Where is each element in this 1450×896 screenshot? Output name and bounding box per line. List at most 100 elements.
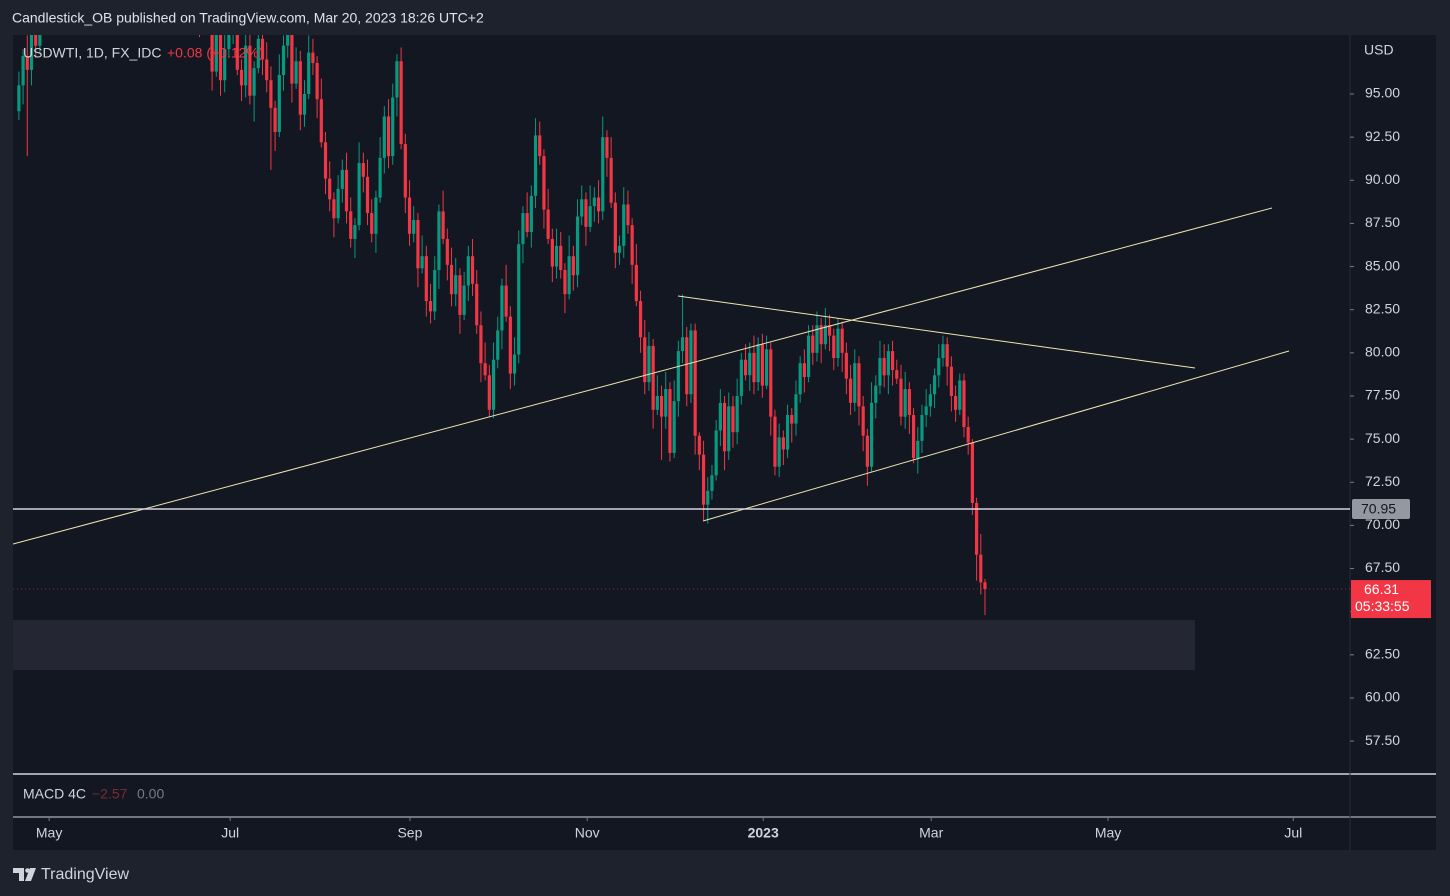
y-tick-label: 92.50 bbox=[1365, 128, 1400, 144]
candle-body bbox=[475, 283, 479, 326]
candle-body bbox=[605, 137, 609, 158]
candle-body bbox=[714, 430, 718, 476]
x-tick-label: Jul bbox=[221, 825, 239, 841]
y-tick-label: 82.50 bbox=[1365, 300, 1400, 316]
candle-body bbox=[223, 49, 227, 81]
candle-body bbox=[958, 380, 962, 410]
candle-body bbox=[235, 35, 239, 70]
candle-body bbox=[819, 325, 823, 345]
candle-body bbox=[769, 349, 773, 417]
candle-body bbox=[811, 335, 815, 353]
candle-body bbox=[886, 351, 890, 376]
candle-body bbox=[949, 366, 953, 396]
candle-body bbox=[449, 264, 454, 295]
candle-body bbox=[508, 316, 512, 374]
y-tick-label: 95.00 bbox=[1365, 85, 1400, 101]
macd-value: −2.57 bbox=[92, 786, 128, 802]
candle-body bbox=[626, 204, 630, 226]
candle-body bbox=[941, 344, 945, 359]
candle-body bbox=[903, 389, 907, 417]
candle-body bbox=[550, 238, 554, 267]
candle-body bbox=[412, 219, 416, 234]
zone bbox=[13, 620, 1195, 670]
candle-body bbox=[349, 211, 353, 239]
candle-body bbox=[286, 35, 290, 46]
candle-body bbox=[517, 244, 521, 355]
level-label-box bbox=[1352, 498, 1410, 519]
candle-body bbox=[546, 209, 550, 239]
candle-body bbox=[668, 389, 672, 453]
candle-body bbox=[798, 363, 802, 395]
candle-body bbox=[882, 358, 886, 376]
candle-body bbox=[966, 427, 970, 443]
candle-body bbox=[17, 85, 21, 112]
candle-body bbox=[445, 238, 449, 265]
candle-body bbox=[680, 337, 685, 352]
candle-body bbox=[21, 56, 25, 86]
candle-body bbox=[38, 35, 42, 46]
candle-body bbox=[706, 490, 710, 505]
candle-body bbox=[588, 206, 592, 227]
candle-body bbox=[815, 325, 819, 353]
y-tick-label: 75.00 bbox=[1365, 430, 1400, 446]
x-tick-label: Sep bbox=[397, 825, 422, 841]
candle-body bbox=[773, 416, 777, 467]
candle-body bbox=[907, 389, 911, 415]
candle-body bbox=[239, 69, 244, 86]
candle-body bbox=[592, 197, 596, 207]
y-tick-label: 72.50 bbox=[1365, 473, 1400, 489]
currency: USD bbox=[1364, 42, 1394, 58]
candle-body bbox=[336, 188, 340, 219]
candle-body bbox=[307, 52, 311, 95]
candle-body bbox=[218, 35, 223, 81]
y-tick-label: 62.50 bbox=[1365, 646, 1400, 662]
candle-body bbox=[974, 502, 979, 555]
candle-body bbox=[319, 99, 323, 143]
candle-body bbox=[924, 406, 928, 415]
candle-body bbox=[840, 328, 844, 353]
candle-body bbox=[281, 45, 286, 76]
candle-body bbox=[214, 35, 218, 72]
footer-brand: TradingView bbox=[41, 866, 129, 883]
candle-body bbox=[584, 199, 588, 227]
candle-body bbox=[344, 169, 349, 212]
candle-body bbox=[323, 142, 328, 179]
candle-body bbox=[483, 363, 487, 376]
candle-body bbox=[433, 270, 437, 312]
candle-body bbox=[693, 330, 697, 436]
candle-body bbox=[504, 285, 508, 317]
candle-body bbox=[853, 363, 857, 403]
candle-body bbox=[777, 437, 781, 467]
candle-body bbox=[731, 406, 735, 433]
candle-body bbox=[651, 345, 655, 410]
trendline bbox=[13, 207, 1273, 545]
candle-body bbox=[802, 363, 806, 377]
candle-body bbox=[710, 475, 714, 491]
candle-body bbox=[701, 454, 706, 505]
candle-body bbox=[928, 394, 932, 407]
candle-body bbox=[869, 402, 874, 467]
x-tick-label: Jul bbox=[1284, 825, 1302, 841]
candle-body bbox=[848, 378, 853, 403]
candle-body bbox=[273, 107, 277, 132]
x-tick-label: Mar bbox=[919, 825, 943, 841]
candle-body bbox=[529, 195, 533, 233]
candle-body bbox=[260, 38, 265, 60]
x-tick-label: Nov bbox=[575, 825, 600, 841]
candle-body bbox=[34, 35, 38, 46]
candle-body bbox=[403, 144, 407, 198]
y-tick-label: 87.50 bbox=[1365, 214, 1400, 230]
level-label: 70.95 bbox=[1361, 501, 1396, 517]
candle-body bbox=[563, 270, 567, 295]
candle-body bbox=[25, 56, 29, 70]
candle-body bbox=[727, 406, 731, 452]
candle-body bbox=[655, 395, 659, 410]
candle-body bbox=[983, 582, 987, 590]
candle-body bbox=[567, 256, 571, 295]
candle-body bbox=[575, 216, 580, 276]
candle-body bbox=[340, 169, 344, 189]
trendline bbox=[702, 350, 1290, 522]
candle-body bbox=[878, 358, 882, 386]
y-tick-label: 67.50 bbox=[1365, 559, 1400, 575]
x-tick-label: May bbox=[36, 825, 62, 841]
